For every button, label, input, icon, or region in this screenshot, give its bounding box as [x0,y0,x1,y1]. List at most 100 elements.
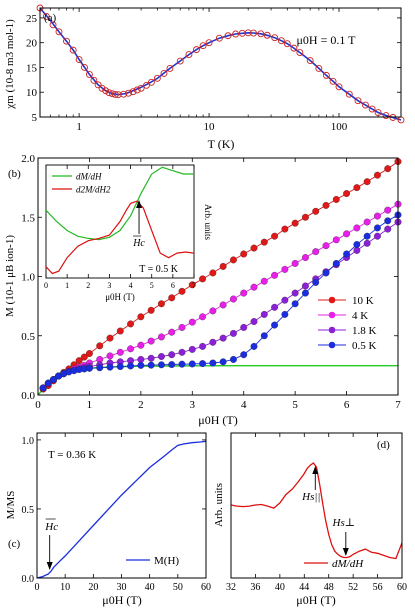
legend-marker [328,326,336,334]
data-point [166,64,174,72]
panel-b-inset: 0 1 2 3 4 5 6 7 dM/dH d2M/dH2 Hc T = 0.5 K μ0H (T) Ar… [44,164,213,302]
y-tick-label: 25 [26,13,38,25]
x-tick-label: 0 [35,399,41,411]
x-tick-label: 1 [76,121,82,133]
x-tick-label: 1 [65,281,69,290]
data-point [257,30,265,38]
x-tick-label: 3 [107,281,111,290]
data-point [384,206,392,214]
x-tick-label: 5 [150,281,154,290]
data-point [271,232,279,240]
data-point [281,265,289,273]
data-point [153,74,161,82]
panel-d-frame [230,432,403,579]
x-tick-label: 5 [292,399,298,411]
legend-label: 1.8 K [352,325,377,337]
data-point [271,321,279,329]
x-axis-label: T (K) [208,137,235,151]
data-point [329,77,337,85]
data-point [137,361,145,369]
inset-legend-label: dM/dH [76,172,102,182]
data-point [69,46,77,54]
data-point [219,262,227,270]
x-tick-label: 2 [138,399,144,411]
data-point [260,238,268,246]
data-point [232,30,240,38]
data-point [157,361,165,369]
data-point [178,348,186,356]
data-point [240,250,248,258]
data-point [143,81,150,89]
data-point [312,278,320,286]
data-point [301,254,309,261]
fit-line [39,7,402,121]
data-point [283,40,291,48]
data-point [157,300,165,308]
data-point [384,217,392,225]
x-tick-label: 48 [324,582,334,593]
temperature-annotation: T = 0.36 K [48,449,96,461]
panel-a: 1 10 100 5 10 15 20 25 (a) μ0H = 0.1 T T (K) χm (10… [4,4,405,151]
data-point [244,29,252,37]
x-tick-label: 4 [241,399,247,411]
data-point [240,324,248,331]
y-axis-label: Arb. units [213,483,225,527]
data-point [229,256,237,264]
data-point [281,225,289,233]
inset-temperature: T = 0.5 K [139,264,179,275]
data-point [384,225,392,233]
x-tick-label: 20 [88,582,98,593]
legend-label: 10 K [352,295,374,307]
data-point [219,358,227,366]
data-point [39,384,47,392]
data-point [219,301,227,309]
x-axis-label: μ0H (T) [102,593,141,607]
data-point [322,71,330,79]
data-point [96,342,104,350]
y-tick-label: 1.0 [22,436,35,447]
data-point [98,84,106,92]
data-point [363,218,371,226]
data-point [373,171,381,179]
x-tick-label: 6 [171,281,175,290]
data-point [281,296,289,304]
x-tick-label: 60 [201,582,211,593]
legend-label: 4 K [352,310,368,322]
data-point [168,351,176,359]
x-tick-label: 56 [373,582,383,593]
panel-a-frame [39,7,402,118]
data-point [240,289,248,297]
data-point [125,89,132,97]
data-point [296,49,304,57]
data-point [85,350,93,357]
data-point [188,345,196,353]
data-point [120,90,128,98]
data-point [188,318,196,326]
hs-parallel-label: Hs|| [301,491,320,503]
panel-label: (d) [377,439,390,451]
data-point [147,361,155,369]
data-point [301,213,309,221]
data-point [127,362,135,370]
data-point [271,271,279,279]
data-point [353,224,361,232]
data-point [229,295,237,303]
data-point [137,313,145,321]
series-line [36,440,207,579]
data-point [49,21,57,29]
data-point [193,46,200,54]
x-tick-label: 52 [348,582,358,593]
y-tick-label: 5 [32,112,38,124]
data-point [188,281,196,289]
y-axis-label: M/MS [5,491,17,520]
data-point [137,356,145,363]
data-point [260,277,268,285]
panel-d: 32 36 40 44 48 52 56 60 Hs|| Hs⊥ dM/dH (d) μ0H (T) Ar… [213,433,407,607]
data-point [250,283,258,291]
data-point [94,81,102,89]
x-tick-label: 3 [190,399,196,411]
data-point [301,289,309,297]
hs-perp-label: Hs⊥ [332,517,356,529]
y-axis-label: M (10-1 μB ion-1) [4,235,16,317]
data-point [384,165,392,173]
